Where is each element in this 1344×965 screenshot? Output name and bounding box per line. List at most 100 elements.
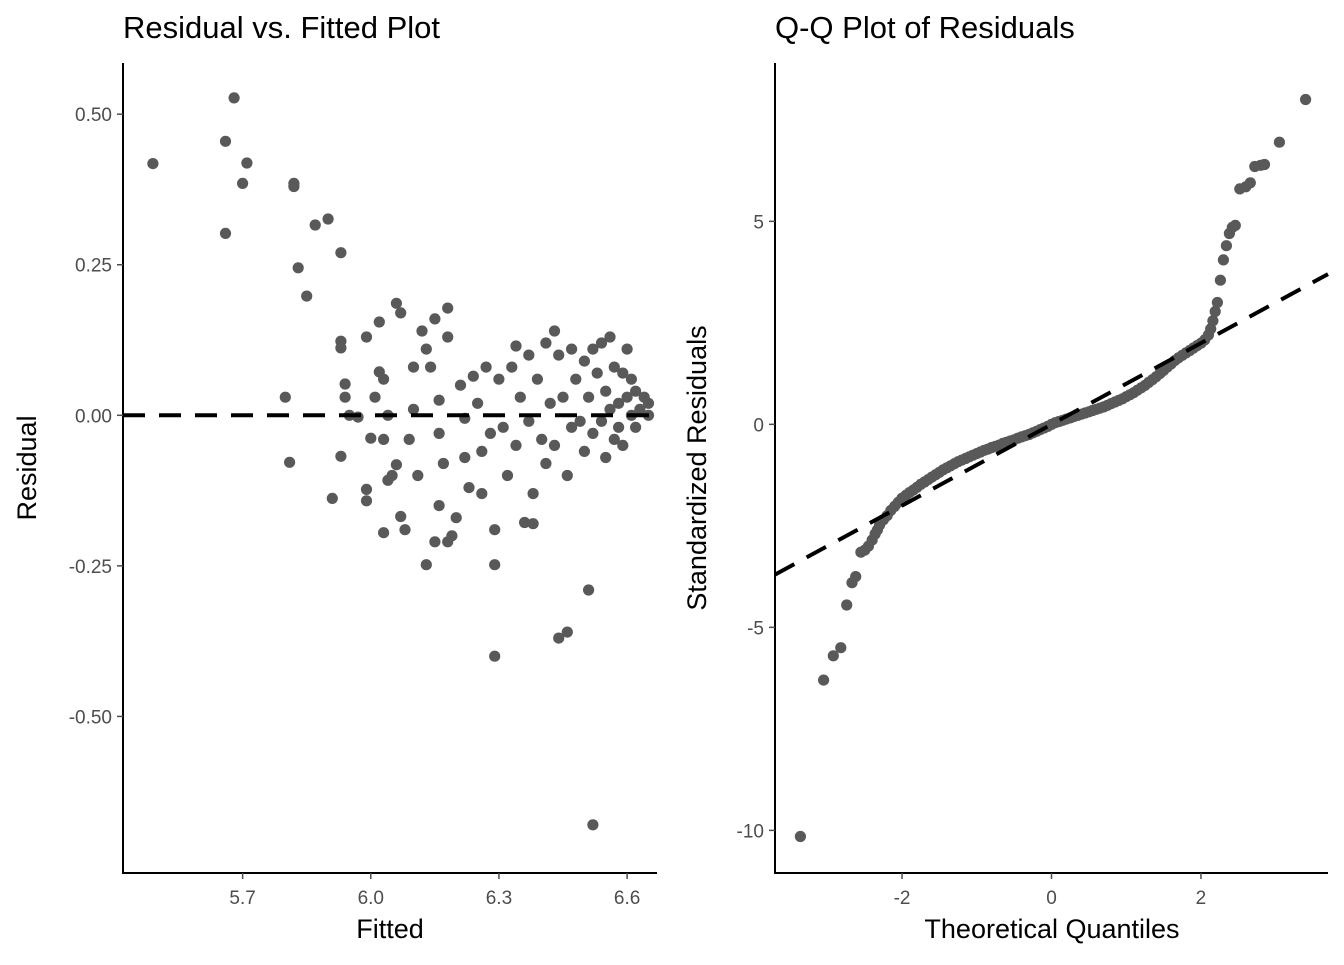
- x-tick-label: 5.7: [229, 888, 255, 909]
- x-axis-label: Theoretical Quantiles: [924, 914, 1179, 944]
- data-point: [850, 571, 862, 583]
- data-point: [493, 373, 505, 385]
- data-point: [574, 415, 586, 427]
- data-point: [548, 325, 561, 337]
- data-point: [1209, 305, 1221, 318]
- data-point: [536, 433, 548, 445]
- y-axis-label: Standardized Residuals: [682, 325, 712, 610]
- data-point: [390, 459, 402, 471]
- data-point: [322, 213, 334, 225]
- data-point: [480, 361, 492, 373]
- data-point: [437, 457, 449, 470]
- data-point: [1244, 177, 1256, 189]
- y-tick-label: 0.50: [75, 105, 112, 126]
- data-point: [395, 307, 407, 319]
- data-point: [489, 559, 501, 571]
- data-point: [378, 373, 390, 385]
- data-point: [429, 536, 441, 548]
- data-point: [1229, 219, 1241, 231]
- data-point: [288, 180, 300, 193]
- data-point: [228, 92, 240, 104]
- data-point: [489, 524, 501, 536]
- data-point: [630, 385, 642, 397]
- data-point: [433, 500, 445, 512]
- data-point: [506, 361, 518, 373]
- panel-title: Q-Q Plot of Residuals: [775, 10, 1075, 45]
- points-group: [794, 93, 1312, 843]
- data-point: [519, 516, 531, 529]
- data-point: [617, 439, 629, 451]
- data-point: [1273, 136, 1285, 148]
- data-point: [1214, 274, 1226, 286]
- data-point: [557, 391, 569, 403]
- data-point: [561, 626, 573, 638]
- reference-line: [774, 272, 1329, 577]
- data-point: [433, 427, 445, 439]
- data-point: [621, 343, 633, 355]
- panel-residual-vs-fitted: Residual vs. Fitted Plot Fitted Residual…: [12, 10, 657, 944]
- points-group: [147, 92, 655, 831]
- data-point: [433, 394, 445, 406]
- data-point: [407, 403, 420, 415]
- data-point: [510, 340, 522, 352]
- data-point: [497, 421, 509, 433]
- data-point: [608, 361, 620, 373]
- data-point: [501, 469, 514, 482]
- data-point: [613, 397, 625, 409]
- x-tick-label: 2: [1196, 888, 1207, 909]
- data-point: [600, 385, 612, 397]
- data-point: [1207, 315, 1219, 327]
- data-point: [476, 488, 488, 500]
- data-point: [1300, 93, 1312, 106]
- data-point: [219, 227, 232, 239]
- data-point: [566, 343, 578, 355]
- data-point: [827, 650, 839, 662]
- data-point: [531, 373, 544, 385]
- x-tick-label: 0: [1046, 888, 1057, 909]
- data-point: [544, 397, 556, 409]
- x-tick-label: -2: [894, 888, 911, 909]
- data-point: [360, 331, 373, 343]
- data-point: [608, 433, 620, 445]
- data-point: [583, 391, 595, 403]
- panel-qq-plot: Q-Q Plot of Residuals Theoretical Quanti…: [682, 10, 1329, 944]
- data-point: [279, 391, 291, 403]
- x-tick-label: 6.3: [486, 888, 512, 909]
- data-point: [407, 361, 420, 373]
- data-point: [373, 316, 385, 328]
- y-tick-label: -5: [747, 618, 764, 639]
- x-tick-label: 6.6: [614, 888, 640, 909]
- data-point: [595, 337, 608, 349]
- data-point: [1220, 240, 1232, 252]
- data-point: [566, 421, 578, 433]
- data-point: [1211, 296, 1223, 309]
- data-point: [335, 247, 347, 259]
- data-point: [1258, 158, 1271, 171]
- data-point: [420, 343, 432, 355]
- y-tick-label: -0.25: [69, 557, 112, 578]
- data-point: [514, 391, 526, 403]
- data-point: [621, 391, 633, 403]
- data-point: [360, 495, 373, 507]
- data-point: [442, 302, 454, 314]
- data-point: [369, 391, 381, 403]
- data-point: [365, 432, 377, 444]
- data-point: [420, 559, 432, 571]
- data-point: [446, 530, 458, 542]
- data-point: [442, 331, 454, 343]
- data-point: [403, 433, 415, 445]
- data-point: [339, 391, 351, 403]
- data-point: [794, 830, 807, 843]
- y-tick-label: 0: [753, 415, 764, 436]
- data-point: [595, 415, 608, 427]
- data-point: [237, 177, 249, 189]
- data-point: [625, 373, 638, 385]
- data-point: [378, 433, 390, 445]
- data-point: [429, 313, 441, 325]
- data-point: [395, 510, 407, 523]
- data-point: [600, 451, 612, 464]
- panel-title: Residual vs. Fitted Plot: [123, 10, 440, 45]
- data-point: [416, 325, 428, 337]
